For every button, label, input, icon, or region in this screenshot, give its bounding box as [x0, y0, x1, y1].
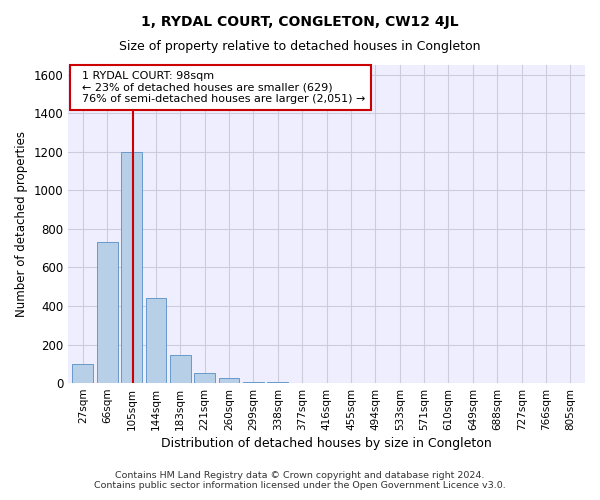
Text: 1 RYDAL COURT: 98sqm
  ← 23% of detached houses are smaller (629)
  76% of semi-: 1 RYDAL COURT: 98sqm ← 23% of detached h…: [76, 71, 366, 104]
X-axis label: Distribution of detached houses by size in Congleton: Distribution of detached houses by size …: [161, 437, 492, 450]
Bar: [243, 382, 264, 383]
Bar: [97, 242, 118, 383]
Bar: [73, 364, 93, 383]
Text: Size of property relative to detached houses in Congleton: Size of property relative to detached ho…: [119, 40, 481, 53]
Bar: [146, 298, 166, 383]
Bar: [121, 152, 142, 383]
Text: 1, RYDAL COURT, CONGLETON, CW12 4JL: 1, RYDAL COURT, CONGLETON, CW12 4JL: [141, 15, 459, 29]
Bar: [268, 382, 288, 383]
Bar: [170, 355, 191, 383]
Bar: [194, 374, 215, 383]
Y-axis label: Number of detached properties: Number of detached properties: [15, 131, 28, 317]
Text: Contains HM Land Registry data © Crown copyright and database right 2024.
Contai: Contains HM Land Registry data © Crown c…: [94, 470, 506, 490]
Bar: [219, 378, 239, 383]
